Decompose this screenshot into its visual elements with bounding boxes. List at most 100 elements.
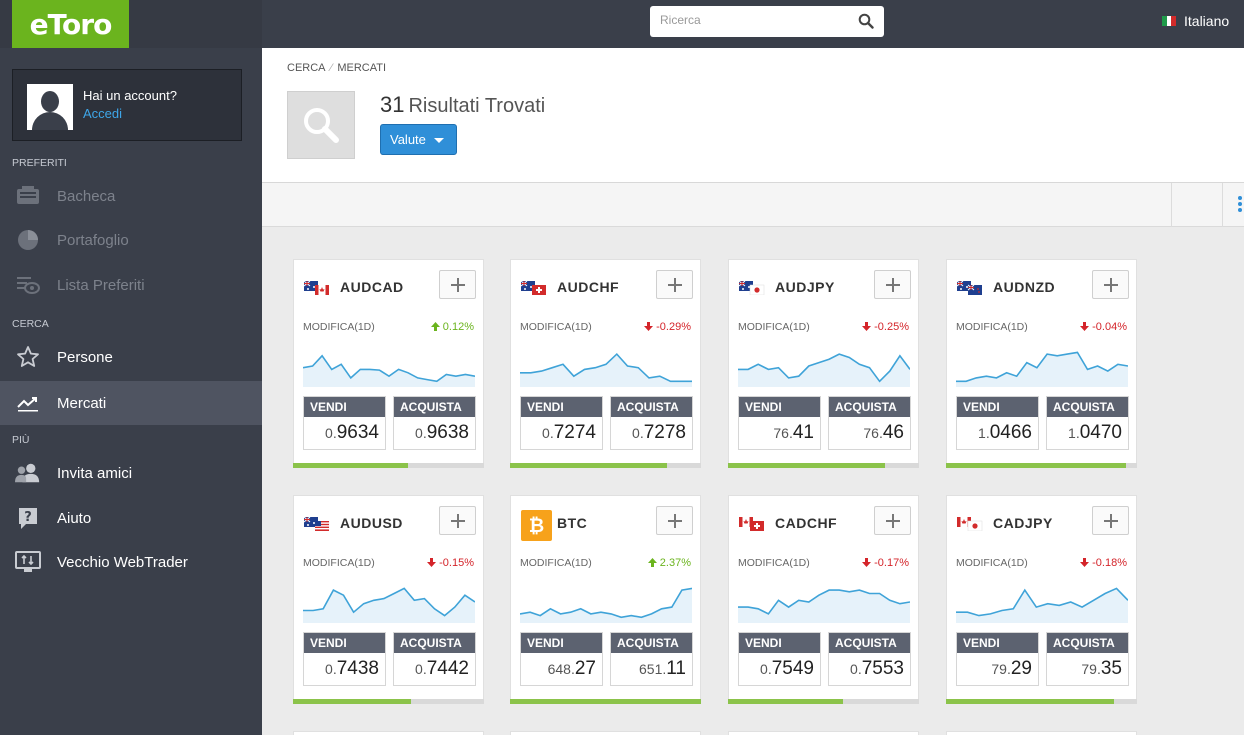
buy-price-big: 11 (666, 658, 686, 679)
market-symbol: AUDCHF (557, 279, 620, 295)
market-card-partial[interactable] (510, 731, 701, 735)
buy-label: ACQUISTA (394, 397, 475, 417)
buy-price-small: 0. (632, 425, 644, 441)
login-link[interactable]: Accedi (83, 106, 123, 121)
search-input[interactable] (660, 13, 850, 27)
add-to-watchlist-button[interactable] (1092, 270, 1129, 299)
sell-price-big: 27 (574, 658, 596, 679)
sell-price: 648.27 (521, 653, 602, 686)
sell-button[interactable]: VENDI 648.27 (520, 632, 603, 686)
add-to-watchlist-button[interactable] (874, 506, 911, 535)
sidebar-item-invita-amici[interactable]: Invita amici (0, 451, 262, 495)
market-card-partial[interactable] (728, 731, 919, 735)
daily-change: 2.37% (647, 557, 691, 569)
buy-button[interactable]: ACQUISTA 1.0470 (1046, 396, 1129, 450)
market-card-audjpy[interactable]: AUDJPY MODIFICA(1D) -0.25% VENDI 76.41 A… (728, 259, 919, 468)
buy-price-small: 76. (863, 425, 883, 441)
add-to-watchlist-button[interactable] (1092, 506, 1129, 535)
market-card-audnzd[interactable]: AUDNZD MODIFICA(1D) -0.04% VENDI 1.0466 … (946, 259, 1137, 468)
sell-button[interactable]: VENDI 76.41 (738, 396, 821, 450)
sidebar-item-lista-preferiti[interactable]: Lista Preferiti (0, 263, 262, 307)
sell-button[interactable]: VENDI 79.29 (956, 632, 1039, 686)
buy-button[interactable]: ACQUISTA 76.46 (828, 396, 911, 450)
search-icon[interactable] (858, 13, 874, 34)
daily-change: 0.12% (430, 321, 474, 333)
market-card-btc[interactable]: ₿ BTC MODIFICA(1D) 2.37% VENDI 648.27 AC… (510, 495, 701, 704)
sidebar-item-mercati[interactable]: Mercati (0, 381, 262, 425)
add-to-watchlist-button[interactable] (656, 506, 693, 535)
buy-price-small: 651. (639, 661, 667, 677)
buy-price: 0.9638 (394, 417, 475, 450)
market-card-audchf[interactable]: AUDCHF MODIFICA(1D) -0.29% VENDI 0.7274 … (510, 259, 701, 468)
daily-change-value: -0.17% (874, 557, 909, 569)
add-to-watchlist-button[interactable] (439, 270, 476, 299)
market-symbol: CADCHF (775, 515, 838, 531)
sentiment-bar-fill (946, 699, 1115, 704)
sparkline-area (738, 354, 910, 387)
market-card-audcad[interactable]: AUDCAD MODIFICA(1D) 0.12% VENDI 0.9634 A… (293, 259, 484, 468)
sell-button[interactable]: VENDI 0.9634 (303, 396, 386, 450)
sparkline-area (956, 352, 1128, 387)
add-to-watchlist-button[interactable] (874, 270, 911, 299)
more-options-icon[interactable] (1237, 195, 1243, 218)
market-card-partial[interactable] (293, 731, 484, 735)
buy-button[interactable]: ACQUISTA 79.35 (1046, 632, 1129, 686)
sentiment-bar-fill (946, 463, 1126, 468)
section-label-cerca: CERCA (12, 318, 49, 330)
sidebar-item-bacheca[interactable]: Bacheca (0, 174, 262, 218)
sell-button[interactable]: VENDI 0.7549 (738, 632, 821, 686)
currency-pair-flag-icon (957, 517, 983, 536)
result-count-number: 31 (380, 92, 405, 117)
section-label-preferiti: PREFERITI (12, 157, 67, 169)
buy-button[interactable]: ACQUISTA 0.7442 (393, 632, 476, 686)
sidebar-item-label: Aiuto (57, 509, 92, 527)
sell-button[interactable]: VENDI 0.7438 (303, 632, 386, 686)
sidebar-item-vecchio-webtrader[interactable]: Vecchio WebTrader (0, 540, 262, 584)
sidebar-item-persone[interactable]: Persone (0, 335, 262, 379)
sell-button[interactable]: VENDI 0.7274 (520, 396, 603, 450)
buy-label: ACQUISTA (611, 397, 692, 417)
sell-price-big: 7549 (771, 658, 814, 679)
toolbar-divider (1222, 183, 1223, 227)
sell-button[interactable]: VENDI 1.0466 (956, 396, 1039, 450)
buy-price-big: 7278 (643, 422, 686, 443)
buy-price: 1.0470 (1047, 417, 1128, 450)
buy-price-small: 0. (415, 661, 427, 677)
sidebar-item-portafoglio[interactable]: Portafoglio (0, 218, 262, 262)
sell-price-big: 41 (792, 422, 814, 443)
market-card-audusd[interactable]: AUDUSD MODIFICA(1D) -0.15% VENDI 0.7438 … (293, 495, 484, 704)
market-card-cadchf[interactable]: CADCHF MODIFICA(1D) -0.17% VENDI 0.7549 … (728, 495, 919, 704)
buy-button[interactable]: ACQUISTA 0.9638 (393, 396, 476, 450)
sentiment-bar (946, 699, 1137, 704)
buy-price-big: 0470 (1079, 422, 1122, 443)
sentiment-bar-fill (510, 463, 667, 468)
language-selector[interactable]: Italiano (1162, 13, 1229, 29)
sell-label: VENDI (739, 633, 820, 653)
add-to-watchlist-button[interactable] (439, 506, 476, 535)
sparkline-area (738, 590, 910, 623)
sell-price-big: 7438 (336, 658, 379, 679)
market-card-partial[interactable] (946, 731, 1137, 735)
buy-button[interactable]: ACQUISTA 0.7553 (828, 632, 911, 686)
daily-change-value: 0.12% (442, 321, 474, 333)
etoro-logo[interactable]: eToro (12, 0, 129, 48)
valute-filter-button[interactable]: Valute (380, 124, 457, 155)
sidebar-item-aiuto[interactable]: ? Aiuto (0, 496, 262, 540)
breadcrumb-separator-icon: ⁄ (330, 62, 333, 74)
add-to-watchlist-button[interactable] (656, 270, 693, 299)
buy-button[interactable]: ACQUISTA 0.7278 (610, 396, 693, 450)
plus-icon (885, 277, 900, 292)
trending-icon (15, 390, 41, 416)
price-sparkline (738, 353, 910, 387)
buy-button[interactable]: ACQUISTA 651.11 (610, 632, 693, 686)
change-label: MODIFICA(1D) (520, 321, 592, 333)
sentiment-bar-fill (728, 699, 843, 704)
breadcrumb-mercati: MERCATI (337, 62, 387, 74)
breadcrumb: CERCA ⁄ MERCATI (287, 62, 386, 74)
breadcrumb-cerca[interactable]: CERCA (287, 62, 326, 74)
plus-icon (667, 513, 682, 528)
results-header: CERCA ⁄ MERCATI 31 Risultati Trovati Valute (262, 48, 1244, 183)
plus-icon (667, 277, 682, 292)
market-card-cadjpy[interactable]: CADJPY MODIFICA(1D) -0.18% VENDI 79.29 A… (946, 495, 1137, 704)
arrow-down-icon (1080, 558, 1090, 567)
